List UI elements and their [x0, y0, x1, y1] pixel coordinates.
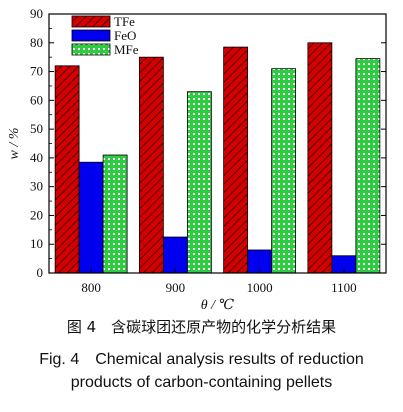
legend-swatch-feo: [71, 29, 111, 42]
x-axis-label: θ / ℃: [201, 298, 235, 312]
x-axis: 800 900 1000 1100: [81, 268, 357, 295]
legend-label-tfe: TFe: [114, 14, 135, 29]
figure-caption-chinese: 图 4 含碳球团还原产物的化学分析结果: [66, 318, 337, 336]
figure-caption-english-line1: Fig. 4 Chemical analysis results of redu…: [39, 351, 364, 368]
y-tick-label: 70: [30, 64, 43, 79]
legend-swatch-tfe: [71, 15, 111, 28]
y-tick-label: 40: [30, 150, 43, 165]
bar-tfe-800: [54, 65, 80, 274]
bar-tfe-900: [138, 56, 164, 274]
bar-feo-800: [78, 161, 104, 274]
bar-tfe-1100: [307, 42, 333, 274]
figure-caption-english-line2: products of carbon-containing pellets: [70, 374, 333, 391]
bar-feo-900: [162, 236, 188, 274]
y-tick-label: 0: [37, 265, 44, 280]
bar-mfe-900: [186, 91, 212, 274]
legend-swatch-mfe: [71, 43, 111, 56]
x-tick-label: 800: [81, 280, 101, 295]
bar-mfe-1100: [355, 58, 381, 274]
y-tick-label: 30: [30, 179, 43, 194]
legend-label-feo: FeO: [114, 28, 136, 43]
bars-group: [54, 42, 381, 274]
x-tick-label: 900: [166, 280, 186, 295]
bar-chart: 0 10 20 30 40 50 60 70 80 90 800 900 1000 1100 TFeFe…: [7, 6, 387, 312]
y-tick-label: 50: [30, 121, 43, 136]
y-axis: 0 10 20 30 40 50 60 70 80 90: [30, 6, 386, 280]
x-tick-label: 1100: [331, 280, 357, 295]
y-tick-label: 60: [30, 92, 43, 107]
plot-frame: [48, 13, 387, 274]
legend-label-mfe: MFe: [114, 42, 139, 57]
y-tick-label: 80: [30, 35, 43, 50]
y-axis-label: w / %: [7, 128, 22, 160]
bar-mfe-1000: [271, 68, 297, 274]
bar-tfe-1000: [223, 46, 249, 274]
bar-mfe-800: [102, 154, 128, 274]
x-tick-label: 1000: [247, 280, 273, 295]
y-tick-label: 10: [30, 236, 43, 251]
y-tick-label: 20: [30, 207, 43, 222]
y-tick-label: 90: [30, 6, 43, 21]
